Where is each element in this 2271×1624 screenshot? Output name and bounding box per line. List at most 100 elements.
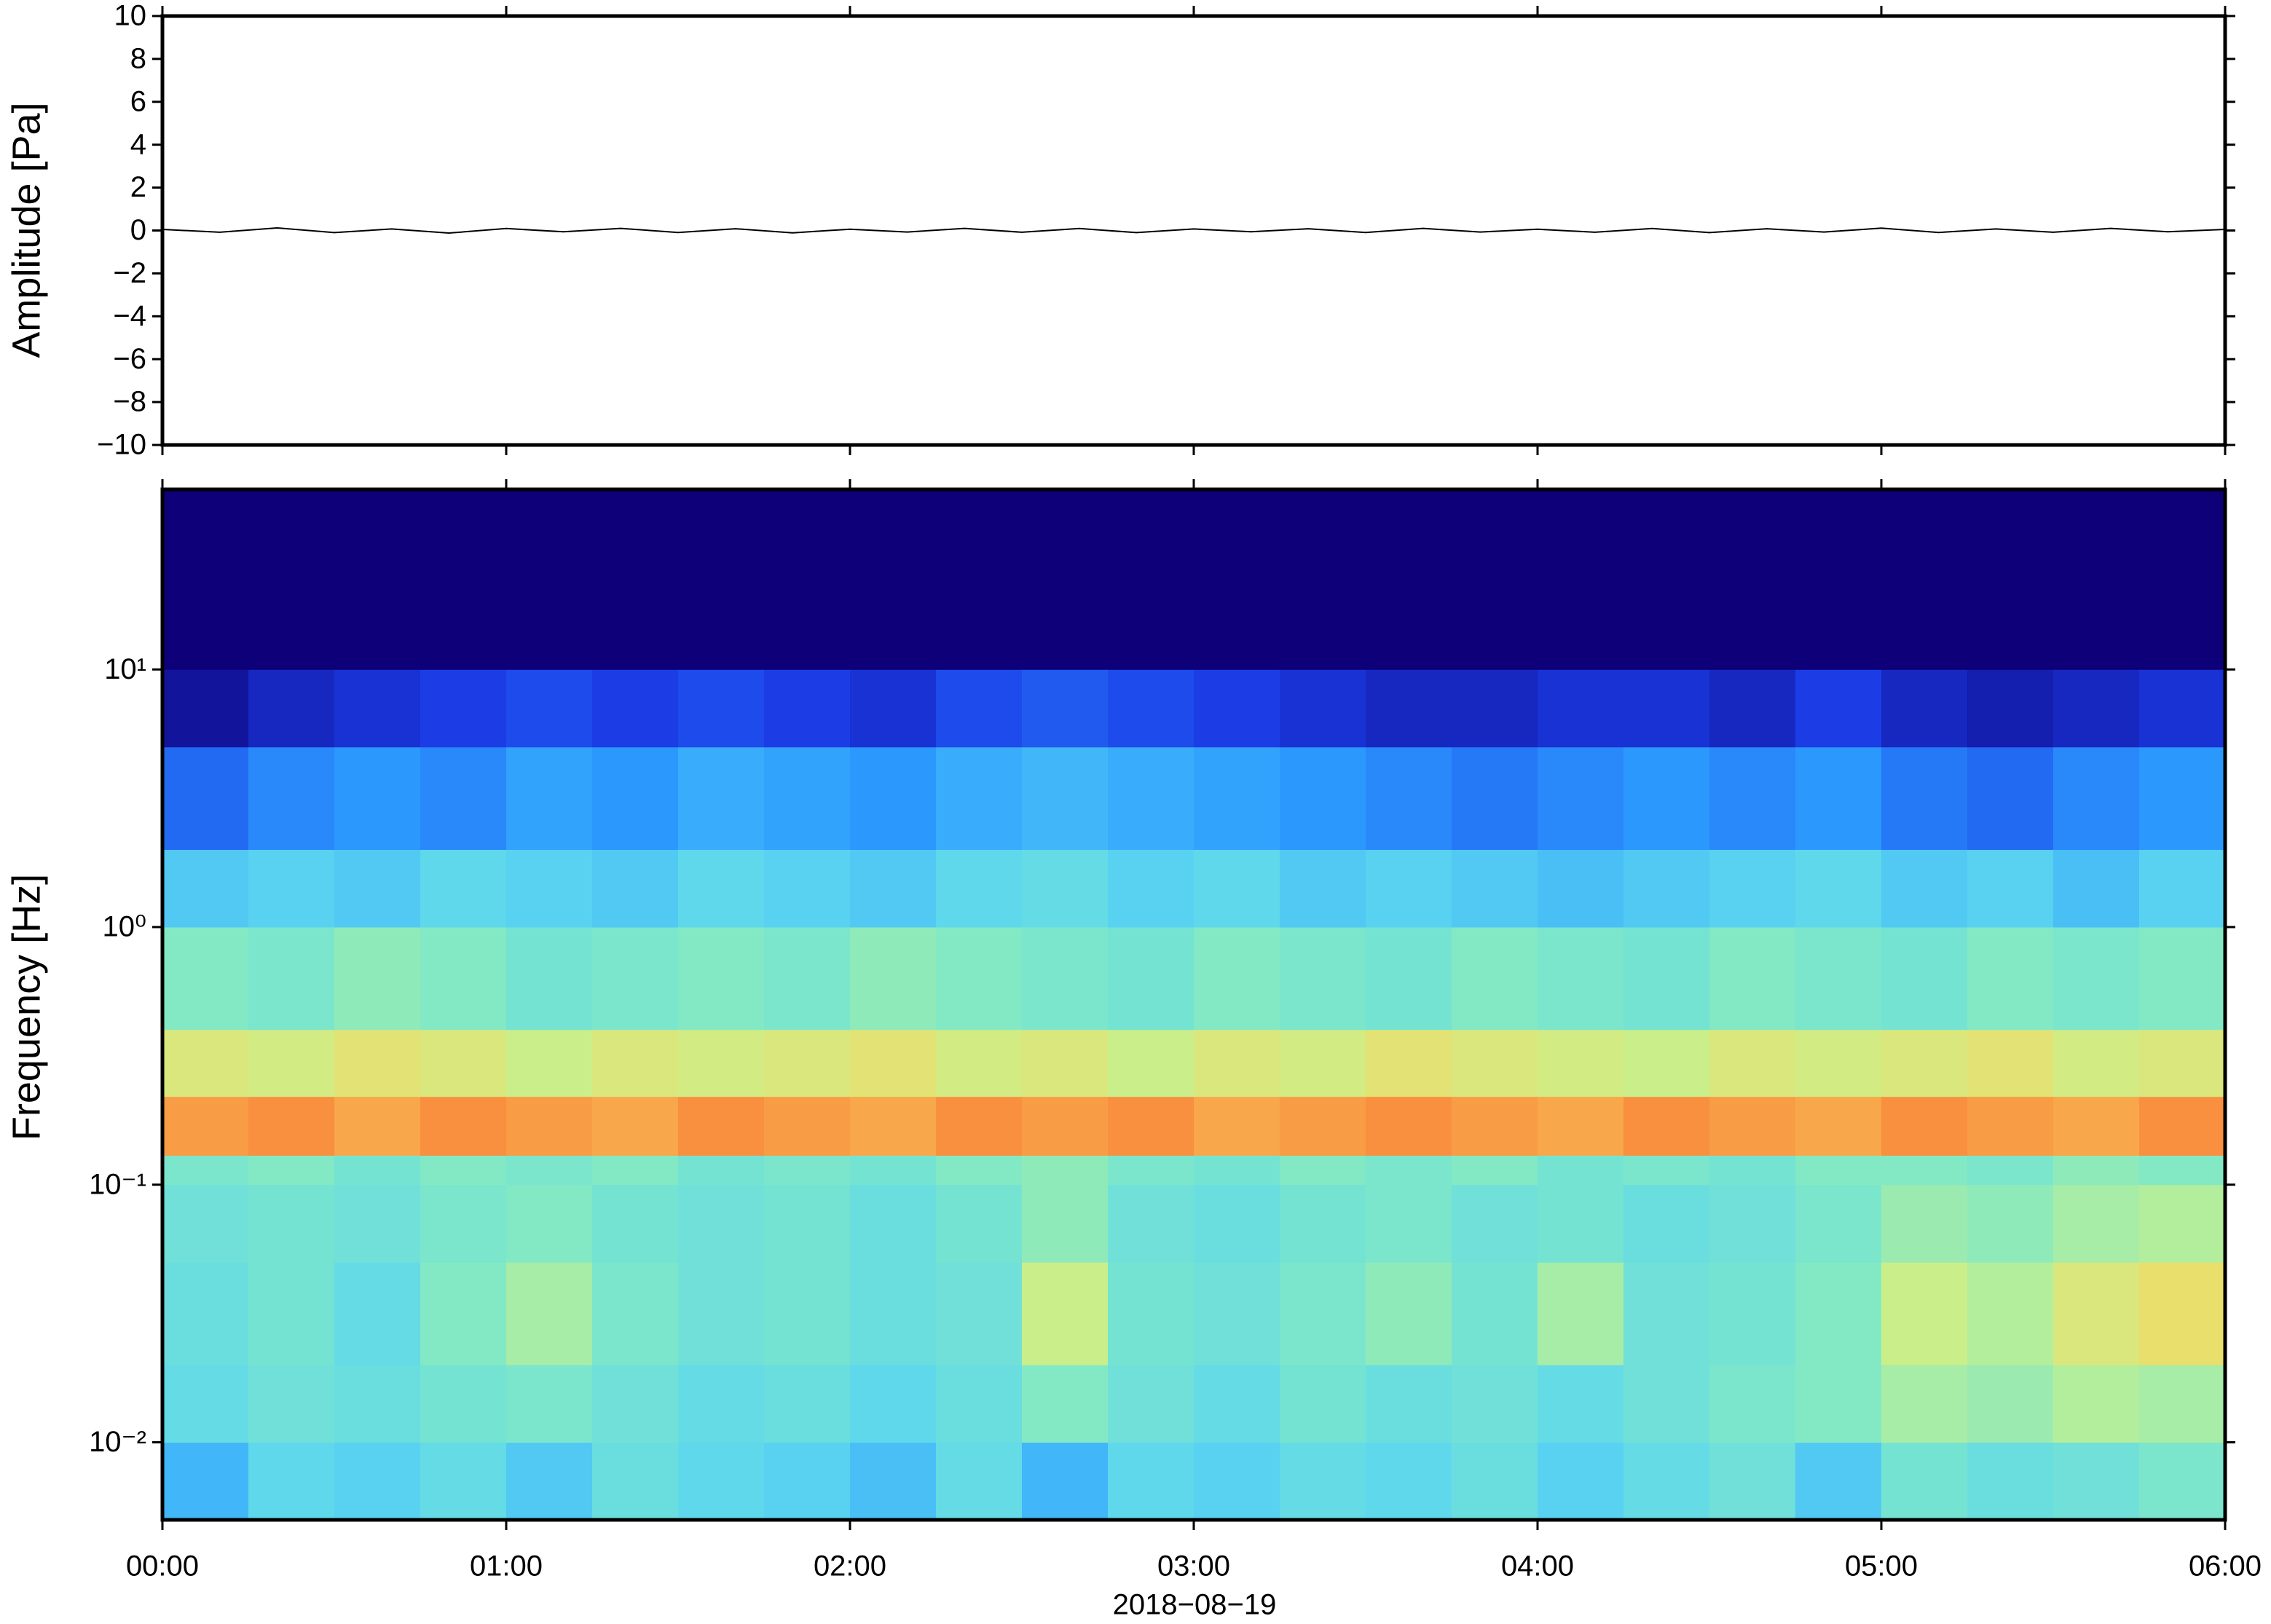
heatmap-cell [248, 927, 335, 1030]
heatmap-cell [2139, 1184, 2226, 1263]
heatmap-cell [1194, 1442, 1280, 1521]
heatmap-cell [248, 1184, 335, 1263]
heatmap-cell [764, 1442, 851, 1521]
heatmap-cell [678, 1155, 765, 1186]
heatmap-cell [1881, 746, 1968, 851]
y-tick-label: 10¹ [104, 653, 146, 685]
heatmap-cell [162, 849, 249, 928]
heatmap-cell [1194, 1096, 1280, 1156]
heatmap-cell [248, 1155, 335, 1186]
heatmap-cell [334, 1365, 421, 1443]
heatmap-cell [764, 1262, 851, 1365]
heatmap-cell [850, 1262, 937, 1365]
heatmap-cell [334, 489, 421, 670]
heatmap-cell [1623, 1155, 1710, 1186]
heatmap-cell [1452, 746, 1538, 851]
y-tick-label: 10⁻¹ [89, 1168, 146, 1200]
heatmap-cell [850, 669, 937, 748]
heatmap-cell [420, 1262, 507, 1365]
heatmap-cell [1366, 1096, 1452, 1156]
heatmap-cell [1967, 849, 2054, 928]
heatmap-cell [1967, 1442, 2054, 1521]
heatmap-cell [1194, 849, 1280, 928]
heatmap-cell [1194, 489, 1280, 670]
heatmap-cell [1795, 1365, 1882, 1443]
heatmap-cell [2139, 669, 2226, 748]
x-tick-label: 06:00 [2189, 1550, 2262, 1582]
heatmap-cell [2053, 1184, 2140, 1263]
heatmap-cell [420, 1184, 507, 1263]
heatmap-cell [1280, 489, 1366, 670]
heatmap-cell [2053, 1365, 2140, 1443]
heatmap-cell [764, 489, 851, 670]
heatmap-cell [1623, 1096, 1710, 1156]
heatmap-cell [1538, 1442, 1624, 1521]
heatmap-cell [850, 1365, 937, 1443]
heatmap-cell [1280, 927, 1366, 1030]
heatmap-cell [1366, 1184, 1452, 1263]
heatmap-cell [248, 1096, 335, 1156]
heatmap-cell [2053, 489, 2140, 670]
heatmap-cell [1108, 927, 1194, 1030]
heatmap-cell [678, 849, 765, 928]
heatmap-cell [248, 1365, 335, 1443]
heatmap-cell [1366, 1442, 1452, 1521]
heatmap-cell [1623, 1029, 1710, 1097]
heatmap-cell [2139, 1365, 2226, 1443]
heatmap-cell [1366, 1262, 1452, 1365]
y-tick-label: −6 [113, 343, 146, 375]
heatmap-cell [764, 927, 851, 1030]
heatmap-cell [1194, 1262, 1280, 1365]
heatmap-cell [1280, 849, 1366, 928]
heatmap-cell [1022, 927, 1109, 1030]
heatmap-cell [850, 927, 937, 1030]
y-tick-label: 6 [130, 85, 146, 117]
heatmap-cell [2053, 746, 2140, 851]
heatmap-cell [1795, 1096, 1882, 1156]
heatmap-cell [334, 849, 421, 928]
x-tick-label: 05:00 [1845, 1550, 1918, 1582]
y-tick-label: 10 [114, 0, 147, 32]
heatmap-cell [2053, 1442, 2140, 1521]
heatmap-cell [1194, 1155, 1280, 1186]
heatmap-cell [1022, 1029, 1109, 1097]
heatmap-cell [2053, 849, 2140, 928]
heatmap-cell [850, 1442, 937, 1521]
heatmap-cell [248, 746, 335, 851]
heatmap-cell [1709, 746, 1796, 851]
heatmap-cell [1623, 489, 1710, 670]
heatmap-cell [1366, 746, 1452, 851]
heatmap-cell [2053, 927, 2140, 1030]
heatmap-cell [678, 1442, 765, 1521]
heatmap-cell [764, 1096, 851, 1156]
heatmap-cell [1452, 1155, 1538, 1186]
heatmap-cell [1881, 1155, 1968, 1186]
heatmap-cell [936, 849, 1023, 928]
heatmap-cell [1366, 1365, 1452, 1443]
heatmap-cell [1623, 746, 1710, 851]
heatmap-cell [936, 1029, 1023, 1097]
heatmap-cell [592, 1442, 679, 1521]
heatmap-cell [1108, 1262, 1194, 1365]
heatmap-cell [1967, 489, 2054, 670]
heatmap-cell [1538, 669, 1624, 748]
heatmap-cell [592, 927, 679, 1030]
heatmap-cell [592, 1155, 679, 1186]
heatmap-cell [1108, 1442, 1194, 1521]
heatmap-cell [1108, 1155, 1194, 1186]
heatmap-cell [764, 1365, 851, 1443]
heatmap-cell [1108, 1029, 1194, 1097]
heatmap-cell [1967, 1155, 2054, 1186]
heatmap-cell [764, 1184, 851, 1263]
heatmap-cell [2139, 849, 2226, 928]
heatmap-cell [248, 669, 335, 748]
heatmap-cell [936, 669, 1023, 748]
heatmap-cell [2053, 1155, 2140, 1186]
heatmap-cell [678, 1029, 765, 1097]
heatmap-cell [1452, 1029, 1538, 1097]
heatmap-cell [1709, 669, 1796, 748]
heatmap-cell [248, 849, 335, 928]
heatmap-cell [678, 927, 765, 1030]
